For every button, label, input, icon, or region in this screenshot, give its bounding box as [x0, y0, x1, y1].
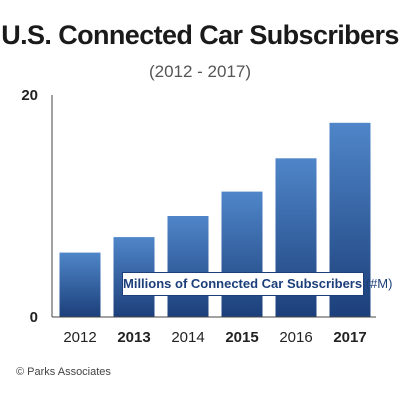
legend-series-name: Millions of Connected Car Subscribers [123, 276, 363, 291]
legend-series-unit: (#M) [365, 276, 393, 291]
copyright-notice: © Parks Associates [16, 366, 111, 378]
x-tick-labels: 2012 2013 2014 2015 2016 2017 [63, 329, 366, 346]
y-tick-labels: 0 20 [21, 87, 38, 326]
y-tick-label-20: 20 [21, 87, 38, 104]
bar-2012 [59, 252, 101, 317]
x-tick-label-2013: 2013 [117, 329, 150, 346]
x-tick-label-2014: 2014 [171, 329, 204, 346]
x-tick-label-2017: 2017 [333, 329, 366, 346]
bar-2014 [167, 216, 209, 317]
y-tick-label-0: 0 [30, 309, 38, 326]
bar-2015 [221, 191, 263, 317]
series-legend: Millions of Connected Car Subscribers (#… [122, 272, 392, 296]
x-tick-label-2016: 2016 [279, 329, 312, 346]
x-tick-label-2012: 2012 [63, 329, 96, 346]
chart-title: U.S. Connected Car Subscribers [1, 20, 399, 50]
x-tick-label-2015: 2015 [225, 329, 258, 346]
chart-subtitle: (2012 - 2017) [148, 62, 252, 81]
